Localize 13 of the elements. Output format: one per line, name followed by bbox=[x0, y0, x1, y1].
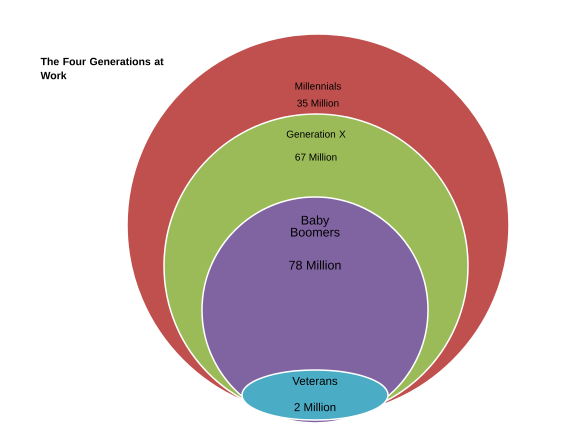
category-label: Generation X bbox=[286, 130, 346, 138]
category-label: Millennials bbox=[295, 82, 341, 90]
category-label: Baby Boomers bbox=[291, 215, 340, 237]
data-label: 67 bbox=[295, 154, 306, 161]
text: Million bbox=[307, 260, 341, 270]
text: Million bbox=[304, 402, 336, 412]
category-label: Veterans bbox=[292, 376, 338, 385]
text: The Four Generations at Work bbox=[40, 58, 164, 80]
data-label: 2 bbox=[294, 403, 300, 412]
data-label: 35 bbox=[297, 100, 308, 107]
text: Million bbox=[310, 153, 336, 161]
data-label: 78 bbox=[289, 260, 302, 270]
text: Million bbox=[312, 99, 338, 107]
